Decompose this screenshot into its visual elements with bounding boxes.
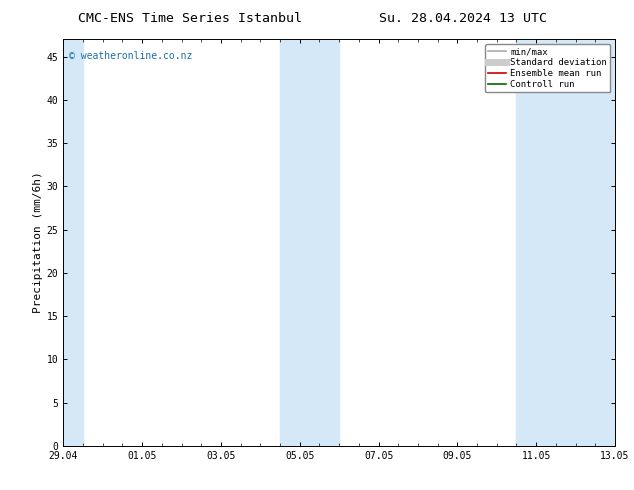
Text: CMC-ENS Time Series Istanbul: CMC-ENS Time Series Istanbul — [78, 12, 302, 25]
Bar — [556, 39, 615, 446]
Bar — [63, 39, 83, 446]
Legend: min/max, Standard deviation, Ensemble mean run, Controll run: min/max, Standard deviation, Ensemble me… — [485, 44, 611, 92]
Text: Su. 28.04.2024 13 UTC: Su. 28.04.2024 13 UTC — [379, 12, 547, 25]
Y-axis label: Precipitation (mm/6h): Precipitation (mm/6h) — [32, 172, 42, 314]
Bar — [280, 39, 339, 446]
Text: © weatheronline.co.nz: © weatheronline.co.nz — [69, 51, 192, 61]
Bar — [517, 39, 556, 446]
